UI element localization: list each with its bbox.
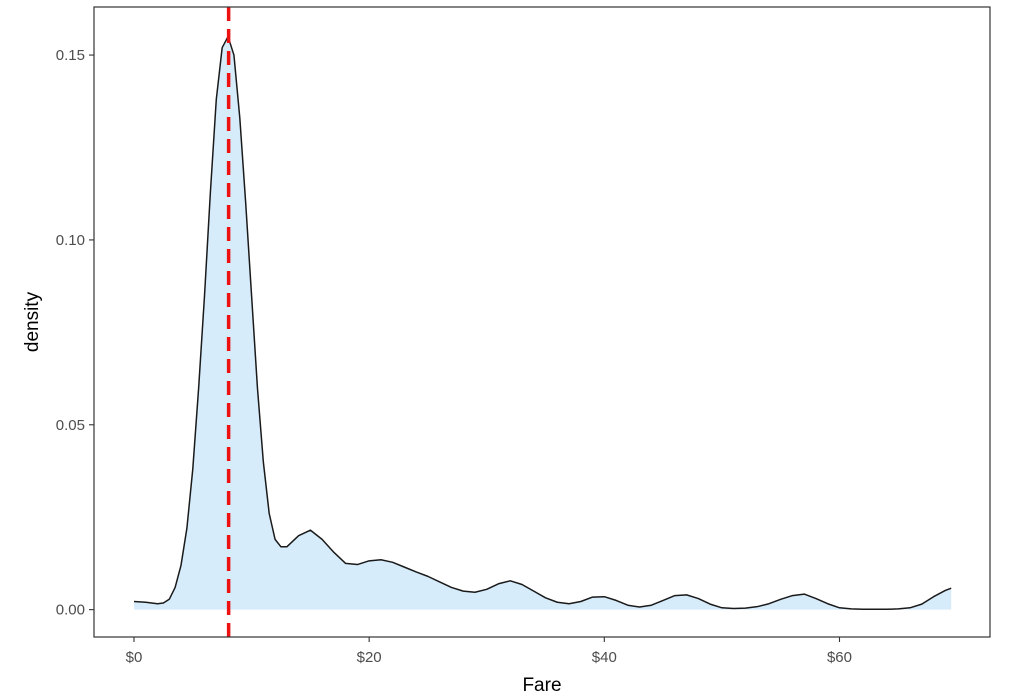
x-tick-label: $60 (827, 649, 852, 666)
density-curve-line (133, 35, 952, 611)
y-axis: 0.00 0.05 0.10 0.15 (56, 47, 94, 619)
y-tick-label: 0.05 (56, 417, 85, 434)
x-tick-label: $40 (592, 649, 617, 666)
y-tick-label: 0.00 (56, 602, 85, 619)
x-tick-label: $0 (126, 649, 143, 666)
y-axis-title: density (22, 291, 43, 352)
panel-border (93, 6, 991, 638)
y-tick-label: 0.10 (56, 232, 85, 249)
x-tick-label: $20 (357, 649, 382, 666)
density-area-fill (133, 36, 952, 610)
plot-area (133, 7, 952, 637)
x-axis: $0 $20 $40 $60 (126, 637, 852, 666)
y-tick-label: 0.15 (56, 47, 85, 64)
x-axis-title: Fare (522, 675, 561, 696)
